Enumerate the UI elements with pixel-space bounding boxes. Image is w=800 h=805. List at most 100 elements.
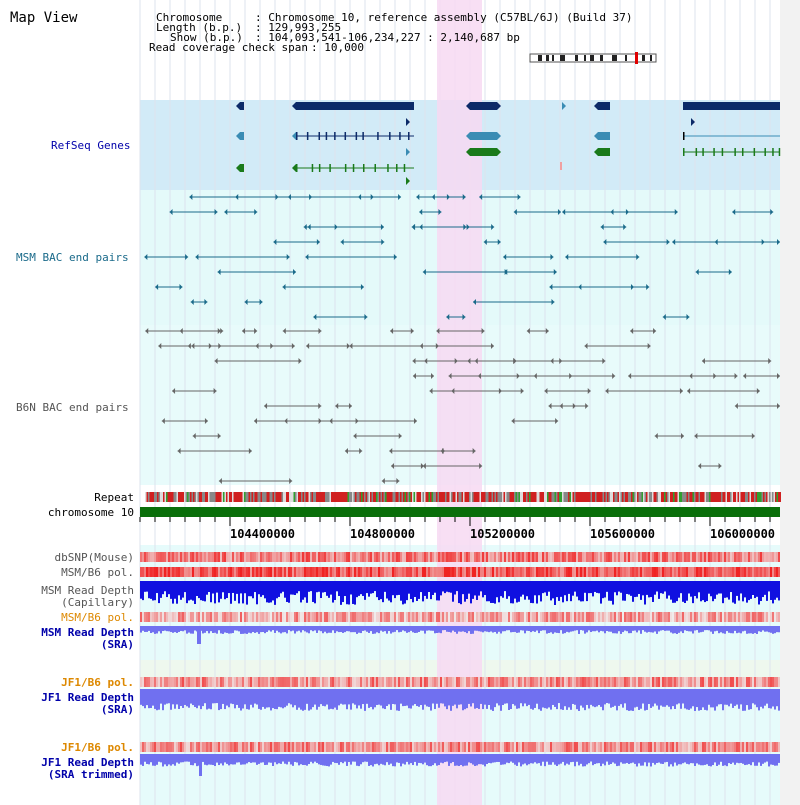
depth-bar — [674, 689, 676, 709]
repeat-segment — [674, 492, 676, 502]
strand-arrow — [292, 164, 296, 172]
depth-bar — [494, 754, 496, 763]
heat-cell — [604, 742, 606, 752]
strand-arrow — [254, 328, 258, 334]
depth-bar — [688, 754, 690, 765]
heat-cell — [634, 742, 636, 752]
depth-bar — [398, 689, 400, 711]
repeat-segment — [397, 492, 399, 502]
depth-bar — [474, 626, 476, 631]
depth-bar — [486, 689, 488, 709]
depth-bar — [624, 754, 626, 764]
depth-bar — [478, 581, 480, 596]
heat-cell — [590, 677, 592, 687]
repeat-segment — [343, 492, 345, 502]
depth-bar — [522, 626, 524, 631]
repeat-segment — [677, 492, 679, 502]
heat-cell — [204, 567, 206, 577]
heat-cell — [550, 567, 552, 577]
heat-cell — [696, 567, 698, 577]
heat-cell — [146, 677, 148, 687]
depth-bar — [230, 581, 232, 604]
heat-cell — [532, 612, 534, 622]
heat-cell — [622, 612, 624, 622]
repeat-segment — [769, 492, 771, 502]
heat-cell — [338, 567, 340, 577]
heat-cell — [598, 742, 600, 752]
heat-cell — [560, 677, 562, 687]
heat-cell — [600, 677, 602, 687]
depth-bar — [620, 689, 622, 705]
heat-cell — [218, 677, 220, 687]
strand-arrow — [490, 343, 494, 349]
heat-cell — [336, 552, 338, 562]
depth-bar — [316, 581, 318, 593]
depth-bar — [760, 689, 762, 707]
depth-bar — [384, 581, 386, 592]
heat-cell — [582, 677, 584, 687]
heat-cell — [572, 612, 574, 622]
depth-bar — [532, 689, 534, 710]
depth-bar — [428, 689, 430, 707]
heat-cell — [330, 567, 332, 577]
heat-cell — [458, 552, 460, 562]
repeat-segment — [628, 492, 630, 502]
heat-cell — [180, 552, 182, 562]
heat-cell — [142, 552, 144, 562]
strand-arrow — [360, 284, 364, 290]
depth-bar — [388, 689, 390, 705]
repeat-segment — [236, 492, 238, 502]
repeat-segment — [445, 492, 447, 502]
heat-cell — [658, 677, 660, 687]
depth-bar — [698, 581, 700, 593]
heat-cell — [216, 677, 218, 687]
heat-cell — [458, 567, 460, 577]
depth-bar — [386, 689, 388, 706]
heat-cell — [704, 677, 706, 687]
heat-cell — [144, 677, 146, 687]
track-label-refseq[interactable]: RefSeq Genes — [51, 139, 131, 152]
heat-cell — [588, 567, 590, 577]
depth-bar — [146, 581, 148, 592]
depth-bar — [252, 581, 254, 599]
heat-cell — [182, 742, 184, 752]
repeat-segment — [548, 492, 550, 502]
heat-cell — [166, 677, 168, 687]
heat-cell — [658, 567, 660, 577]
depth-bar — [372, 689, 374, 710]
track-label-msm-bac[interactable]: MSM BAC end pairs — [16, 251, 129, 264]
depth-bar — [508, 626, 510, 631]
depth-bar — [478, 626, 480, 632]
depth-bar — [224, 689, 226, 710]
depth-bar — [166, 754, 168, 767]
depth-bar — [762, 626, 764, 631]
depth-bar — [562, 754, 564, 762]
depth-bar — [772, 754, 774, 765]
heat-cell — [614, 552, 616, 562]
depth-bar — [680, 581, 682, 594]
repeat-segment — [277, 492, 279, 502]
heat-cell — [398, 742, 400, 752]
heat-cell — [502, 612, 504, 622]
depth-bar — [470, 626, 472, 634]
heat-cell — [194, 612, 196, 622]
track-label-b6n-bac[interactable]: B6N BAC end pairs — [16, 401, 129, 414]
depth-bar — [504, 754, 506, 765]
depth-bar — [382, 754, 384, 765]
heat-cell — [272, 612, 274, 622]
depth-bar — [194, 689, 196, 707]
depth-bar — [236, 754, 238, 763]
heat-cell — [314, 552, 316, 562]
strand-arrow — [179, 284, 183, 290]
heat-cell — [716, 677, 718, 687]
gene-block — [240, 132, 244, 140]
heat-cell — [322, 567, 324, 577]
heat-cell — [376, 742, 378, 752]
heat-cell — [150, 567, 152, 577]
heat-cell — [380, 612, 382, 622]
heat-cell — [490, 677, 492, 687]
heat-cell — [492, 567, 494, 577]
depth-bar — [320, 581, 322, 599]
repeat-segment — [659, 492, 661, 502]
